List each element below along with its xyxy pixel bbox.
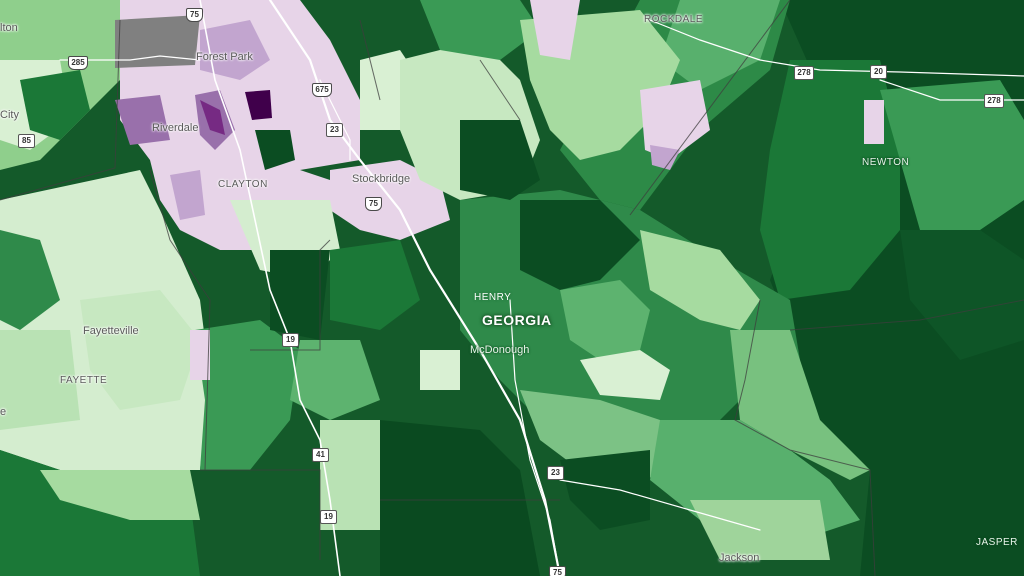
route-shield-i285: 285 bbox=[68, 56, 88, 70]
region-east-2 bbox=[900, 230, 1024, 360]
city-label-riverdale: Riverdale bbox=[152, 122, 199, 134]
city-label-alton: lton bbox=[0, 22, 18, 34]
city-label-mcdonough: McDonough bbox=[470, 344, 530, 356]
city-label-city: City bbox=[0, 109, 19, 121]
city-label-forest-park: Forest Park bbox=[196, 51, 253, 63]
region-purple-north bbox=[530, 0, 580, 60]
region-northwest-dark bbox=[20, 70, 90, 140]
city-label-stockbridge: Stockbridge bbox=[352, 173, 411, 185]
route-shield-ga19-b: 19 bbox=[320, 510, 337, 524]
route-shield-us20: 20 bbox=[870, 65, 887, 79]
region-mcdonough-pale bbox=[420, 350, 460, 390]
region-henry-center bbox=[560, 280, 650, 360]
county-label-jasper: JASPER bbox=[976, 537, 1018, 548]
region-fayette-west bbox=[0, 330, 80, 430]
county-label-henry: HENRY bbox=[474, 292, 512, 303]
region-newton-east bbox=[880, 80, 1024, 230]
region-southwest-light bbox=[40, 470, 200, 520]
region-henry-west bbox=[330, 240, 420, 330]
region-fayette-east bbox=[195, 320, 300, 470]
route-shield-us278-a: 278 bbox=[794, 66, 814, 80]
route-shield-ga85: 85 bbox=[18, 134, 35, 148]
county-label-newton: NEWTON bbox=[862, 157, 910, 168]
route-shield-us23-a: 23 bbox=[326, 123, 343, 137]
city-label-jackson: Jackson bbox=[719, 552, 760, 564]
region-clayton-south-dark bbox=[270, 250, 330, 340]
route-shield-i75-top: 75 bbox=[186, 8, 203, 22]
region-southwest-green bbox=[290, 340, 380, 420]
region-clayton-dark-a bbox=[200, 100, 225, 135]
county-label-fayette: FAYETTE bbox=[60, 375, 108, 386]
region-henry-se bbox=[730, 330, 870, 480]
region-fayette-center bbox=[80, 290, 200, 410]
highways bbox=[59, 0, 1024, 576]
region-purple-east bbox=[640, 80, 710, 160]
region-south-dark-2 bbox=[560, 450, 650, 530]
region-north-green bbox=[420, 0, 540, 60]
route-shield-us23-b: 23 bbox=[547, 466, 564, 480]
county-label-rockdale: ROCKDALE bbox=[644, 14, 704, 25]
city-label-fayetteville: Fayetteville bbox=[83, 325, 139, 337]
region-clayton-south-light bbox=[170, 170, 205, 220]
region-clayton-light bbox=[200, 20, 270, 80]
region-riverdale bbox=[115, 95, 170, 145]
region-no-data bbox=[115, 15, 200, 68]
region-henry-east bbox=[640, 230, 760, 330]
region-clayton-green bbox=[255, 130, 295, 170]
region-clayton-darkest bbox=[245, 90, 272, 120]
region-henry-north bbox=[520, 200, 640, 290]
route-shield-us278-b: 278 bbox=[984, 94, 1004, 108]
region-purple-east-b bbox=[650, 145, 680, 170]
region-rockdale-light bbox=[660, 0, 780, 90]
region-fayette-purple bbox=[190, 330, 210, 380]
route-shield-i75-bottom: 75 bbox=[549, 566, 566, 576]
route-shield-us41: 41 bbox=[312, 448, 329, 462]
city-label-partial-e: e bbox=[0, 406, 7, 418]
region-newton-purple bbox=[864, 100, 884, 144]
state-label-georgia: GEORGIA bbox=[482, 312, 552, 328]
region-south-pale bbox=[320, 420, 380, 530]
route-shield-i75-mid: 75 bbox=[365, 197, 382, 211]
county-label-clayton: CLAYTON bbox=[218, 179, 268, 190]
route-shield-ga19-a: 19 bbox=[282, 333, 299, 347]
region-south-dark bbox=[380, 420, 540, 576]
route-shield-i675: 675 bbox=[312, 83, 332, 97]
region-henry-pale bbox=[580, 350, 670, 400]
region-west-green bbox=[0, 230, 60, 330]
region-north-henry-dark bbox=[460, 120, 540, 200]
